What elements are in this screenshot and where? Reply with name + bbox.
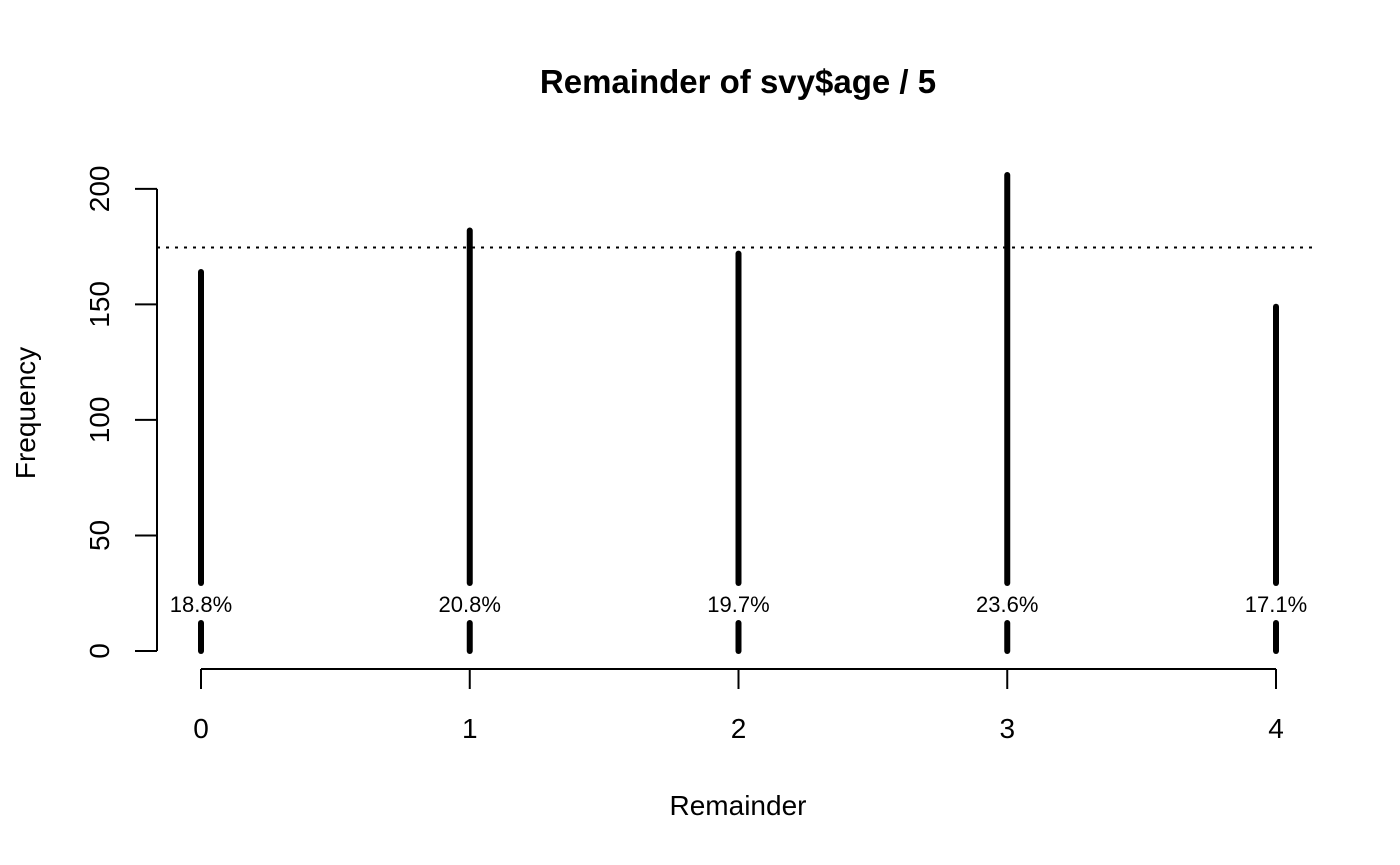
data-label: 20.8% (439, 592, 501, 617)
x-tick-label: 3 (999, 713, 1015, 744)
data-label: 17.1% (1245, 592, 1307, 617)
bars (198, 172, 1279, 654)
y-tick-label: 0 (84, 643, 115, 659)
data-label: 18.8% (170, 592, 232, 617)
x-tick-label: 0 (193, 713, 209, 744)
chart-title: Remainder of svy$age / 5 (540, 63, 936, 100)
y-axis: 0 50 100 150 200 (84, 166, 158, 659)
data-label: 19.7% (707, 592, 769, 617)
y-tick-label: 150 (84, 281, 115, 328)
data-label: 23.6% (976, 592, 1038, 617)
x-tick-label: 1 (462, 713, 478, 744)
y-axis-title: Frequency (10, 347, 41, 479)
x-tick-label: 2 (731, 713, 747, 744)
x-axis: 0 1 2 3 4 (193, 668, 1284, 744)
y-tick-label: 50 (84, 520, 115, 551)
y-tick-label: 200 (84, 166, 115, 213)
data-labels: 18.8% 20.8% 19.7% 23.6% 17.1% (170, 592, 1307, 617)
y-tick-label: 100 (84, 397, 115, 444)
x-axis-title: Remainder (670, 790, 807, 821)
x-tick-label: 4 (1268, 713, 1284, 744)
